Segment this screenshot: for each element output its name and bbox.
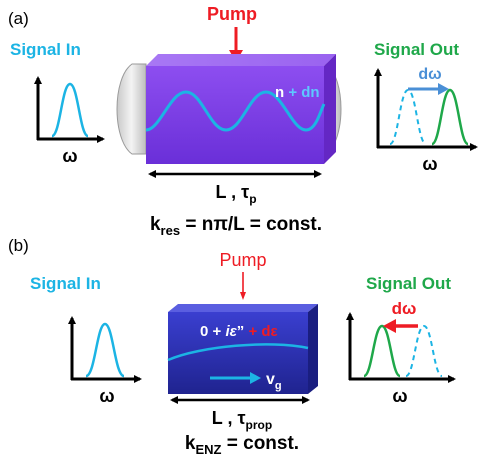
panel-b-pump-label: Pump: [219, 250, 266, 270]
panel-b-vg-label: vg: [266, 371, 282, 392]
index-plus-dn: + dn: [288, 84, 319, 101]
panel-a-shift-label: dω: [418, 66, 441, 83]
original-pulse-dashed: [405, 324, 443, 377]
shifted-pulse-curve: [431, 88, 469, 146]
panel-a-signal-in-label: Signal In: [10, 40, 81, 59]
panel-b-pump-arrowhead: [240, 292, 246, 300]
panel-a-output-spectrum-plot: [374, 68, 478, 151]
panel-a-left-mirror: [116, 63, 147, 155]
input-pulse-curve: [51, 82, 89, 138]
panel-b-group-velocity-arrowhead: [250, 372, 261, 384]
panel-a-input-spectrum-plot: [34, 76, 105, 143]
frequency-shift-arrowhead: [438, 83, 449, 95]
panel-b-permittivity-label: 0 + iε” + dε: [200, 323, 278, 340]
panel-a-standing-wave: [145, 90, 326, 132]
index-n: n: [275, 84, 284, 101]
panel-a: (a) Pump Signal In ω n + dn: [8, 4, 478, 238]
panel-b-output-spectrum-plot: [346, 312, 456, 383]
panel-a-length-label: L , τp: [215, 182, 256, 206]
panel-a-input-omega-label: ω: [62, 146, 77, 166]
original-pulse-dashed: [389, 88, 427, 145]
panel-b-input-omega-label: ω: [99, 386, 114, 406]
input-pulse-curve: [85, 322, 125, 378]
panel-a-signal-out-label: Signal Out: [374, 40, 459, 59]
panel-b-signal-out-label: Signal Out: [366, 274, 451, 293]
panel-b-input-spectrum-plot: [68, 316, 142, 383]
panel-b-wave-curve: [167, 343, 309, 362]
panel-b-shift-label: dω: [392, 299, 417, 318]
shifted-pulse-curve: [363, 324, 401, 378]
panel-a-index-label: n + dn: [275, 84, 320, 101]
frequency-shift-arrowhead: [383, 319, 396, 333]
panel-b: (b) Pump Signal In ω 0 + iε” + dε vg: [8, 236, 456, 457]
panel-a-label: (a): [8, 9, 29, 28]
panel-a-output-omega-label: ω: [422, 154, 437, 174]
panel-b-output-omega-label: ω: [392, 386, 407, 406]
panel-b-label: (b): [8, 236, 29, 255]
panel-b-enz-slab: [168, 304, 318, 394]
panel-a-resonance-equation: kres = nπ/L = const.: [150, 214, 322, 238]
panel-a-crystal: [146, 54, 336, 164]
panel-a-pump-label: Pump: [207, 4, 257, 24]
panel-b-enz-equation: kENZ = const.: [185, 433, 299, 457]
panel-b-signal-in-label: Signal In: [30, 274, 101, 293]
panel-b-length-label: L , τprop: [212, 408, 272, 432]
